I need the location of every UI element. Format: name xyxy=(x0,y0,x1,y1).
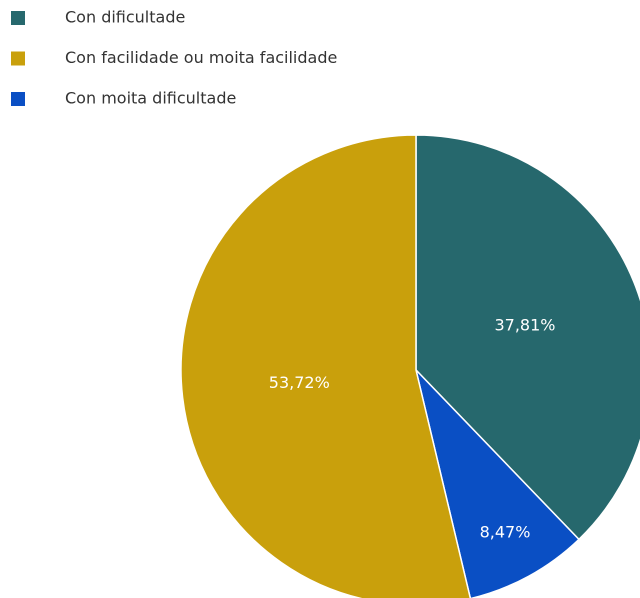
slice-label: 8,47% xyxy=(480,522,531,541)
pie-slice xyxy=(180,134,472,598)
slice-label: 37,81% xyxy=(494,316,555,335)
legend-label: Con dificultade xyxy=(65,8,185,27)
pie-slice xyxy=(415,134,640,541)
legend-label: Con moita dificultade xyxy=(65,89,236,108)
legend-swatch xyxy=(11,51,25,66)
legend-swatch xyxy=(11,11,25,25)
legend-label: Con facilidade ou moita facilidade xyxy=(65,48,337,67)
slice-label: 53,72% xyxy=(269,373,330,392)
legend-swatch xyxy=(11,92,25,106)
